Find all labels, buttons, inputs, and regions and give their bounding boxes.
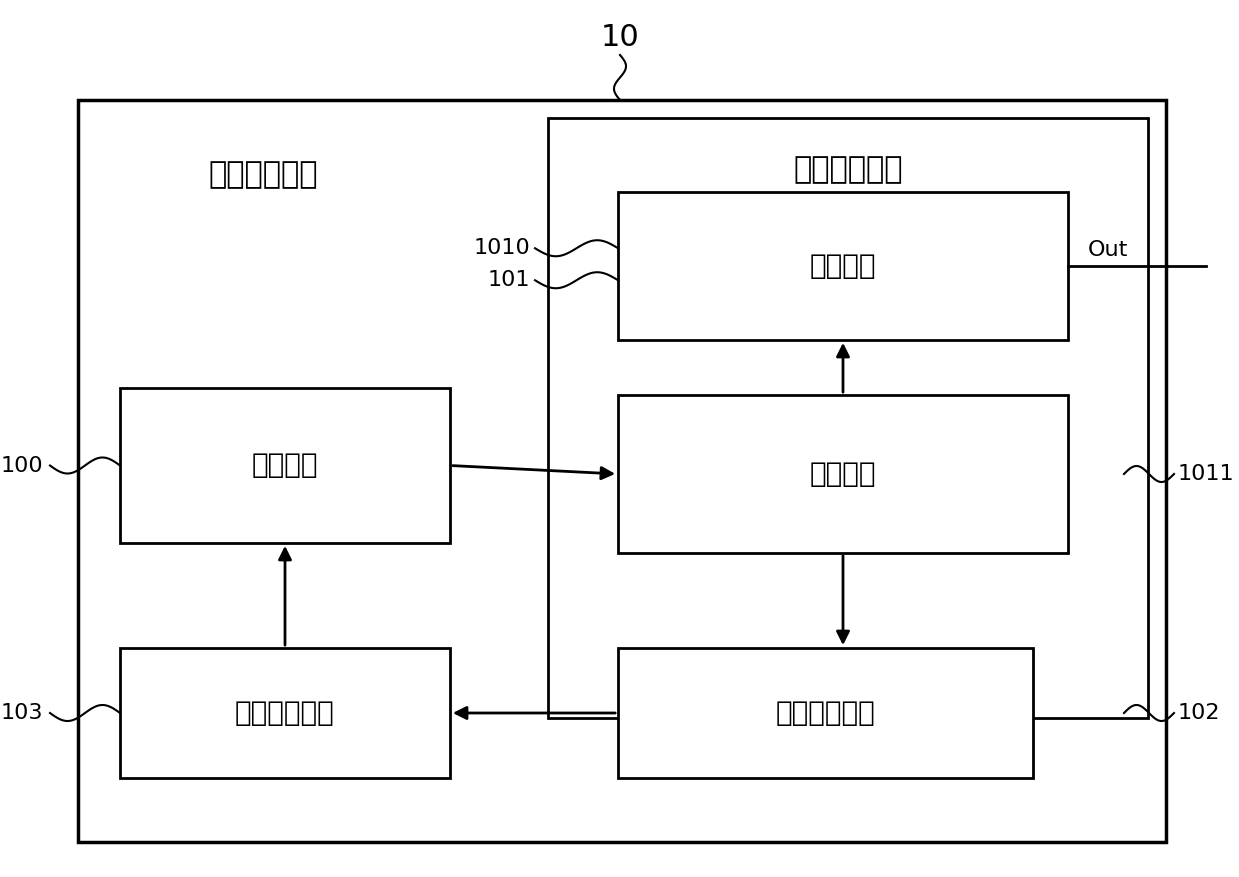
Text: 分光单元: 分光单元: [810, 460, 876, 488]
Text: 101: 101: [487, 270, 530, 290]
Bar: [78, 100, 1166, 842]
Bar: [120, 648, 450, 778]
Bar: [618, 648, 1033, 778]
Text: 光强探测模块: 光强探测模块: [776, 699, 876, 727]
Text: 102: 102: [1178, 703, 1220, 723]
Bar: [618, 192, 1068, 340]
Text: 稳定量子光源: 稳定量子光源: [208, 160, 317, 189]
Bar: [548, 118, 1149, 718]
Text: 100: 100: [0, 455, 43, 475]
Text: 数据分析模块: 数据分析模块: [235, 699, 335, 727]
Text: 相干光源: 相干光源: [252, 452, 318, 480]
Text: Out: Out: [1088, 240, 1129, 260]
Text: 1011: 1011: [1178, 464, 1234, 484]
Text: 10: 10: [601, 24, 639, 53]
Text: 1010: 1010: [473, 239, 530, 258]
Text: 103: 103: [0, 703, 43, 723]
Bar: [618, 395, 1068, 553]
Text: 强度调制模块: 强度调制模块: [793, 155, 903, 184]
Text: 衰减单元: 衰减单元: [810, 252, 876, 280]
Bar: [120, 388, 450, 543]
